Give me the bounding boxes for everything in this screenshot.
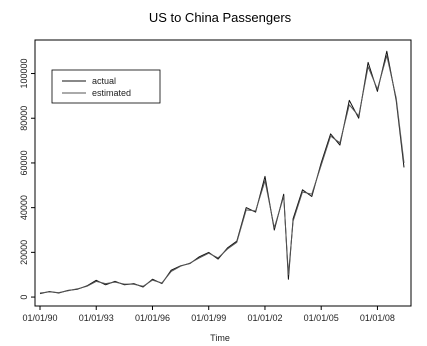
chart-title: US to China Passengers (149, 10, 292, 25)
legend: actual estimated (51, 69, 161, 104)
legend-label-actual: actual (92, 76, 116, 86)
x-tick-label: 01/01/05 (304, 313, 339, 323)
x-tick-label: 01/01/99 (191, 313, 226, 323)
x-tick-label: 01/01/08 (360, 313, 395, 323)
y-tick-label: 40000 (19, 195, 29, 220)
x-tick-label: 01/01/93 (79, 313, 114, 323)
plot-frame (34, 39, 412, 307)
series-layer (39, 50, 405, 295)
y-axis: 0 20000 40000 60000 80000 100000 (19, 59, 35, 300)
x-axis: 01/01/90 01/01/93 01/01/96 01/01/99 01/01/02… (22, 306, 395, 323)
x-axis-label: Time (210, 333, 230, 343)
legend-label-estimated: estimated (92, 88, 131, 98)
series-line-estimated (39, 55, 405, 294)
x-tick-label: 01/01/90 (22, 313, 57, 323)
y-tick-label: 100000 (19, 59, 29, 89)
y-tick-label: 80000 (19, 106, 29, 131)
x-tick-label: 01/01/96 (135, 313, 170, 323)
legend-box (51, 69, 161, 104)
y-tick-label: 60000 (19, 150, 29, 175)
y-tick-label: 20000 (19, 240, 29, 265)
y-tick-label: 0 (19, 295, 29, 300)
x-tick-label: 01/01/02 (247, 313, 282, 323)
